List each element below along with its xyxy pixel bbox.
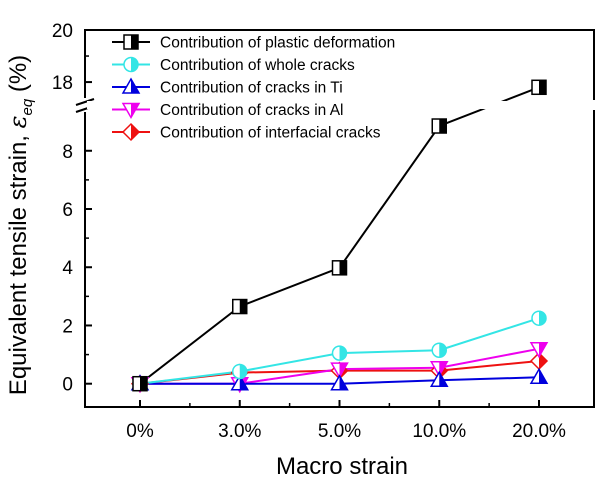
marker-fill — [339, 375, 348, 390]
y-tick-label: 2 — [62, 316, 73, 337]
legend-marker — [121, 122, 141, 142]
series-markers — [130, 79, 549, 394]
marker-fill — [131, 79, 139, 93]
marker-fill — [539, 80, 546, 95]
legend: Contribution of plastic deformation Contr… — [112, 34, 395, 142]
data-point — [429, 360, 449, 378]
legend-label: Contribution of cracks in Ti — [160, 80, 343, 97]
y-tick-label: 20 — [52, 21, 73, 42]
marker-fill — [131, 103, 139, 118]
axis-break-line-upper — [75, 98, 95, 106]
marker-fill — [239, 375, 248, 390]
x-tick-label: 20.0% — [512, 421, 566, 442]
marker-fill — [131, 35, 138, 49]
marker-fill — [239, 364, 247, 379]
marker-fill — [539, 352, 547, 369]
data-point — [431, 342, 447, 358]
marker-fill — [439, 361, 448, 376]
legend-marker — [121, 102, 141, 120]
data-point — [529, 342, 549, 359]
y-axis-label-unit: (%) — [5, 55, 32, 99]
marker-fill — [131, 57, 138, 72]
data-point — [531, 79, 547, 96]
y-axis-label-subscript: eq — [19, 98, 36, 115]
marker-fill — [239, 299, 247, 314]
data-point — [429, 370, 449, 387]
x-tick-label: 5.0% — [318, 421, 361, 442]
x-axis-label: Macro strain — [276, 453, 408, 480]
data-point — [330, 374, 349, 391]
data-point — [331, 345, 348, 361]
legend-label: Contribution of whole cracks — [160, 57, 355, 74]
legend-marker — [121, 77, 141, 94]
marker-fill — [339, 346, 347, 361]
marker-fill — [539, 311, 546, 326]
data-point — [331, 260, 348, 276]
y-tick-label: 18 — [52, 73, 73, 94]
data-point — [431, 118, 447, 134]
data-point — [132, 375, 148, 392]
data-point — [230, 374, 250, 391]
legend-label: Contribution of interfacial cracks — [160, 125, 381, 142]
marker-fill — [439, 372, 448, 387]
legend-marker — [123, 34, 139, 50]
marker-fill — [339, 260, 347, 275]
data-point — [531, 310, 547, 326]
y-tick-label: 0 — [62, 375, 73, 396]
marker-fill — [439, 119, 447, 134]
marker-fill — [339, 363, 348, 378]
marker-fill — [140, 376, 147, 391]
y-tick-label: 4 — [62, 258, 73, 279]
y-axis-label: Equivalent tensile strain, εeq (%) — [4, 55, 36, 395]
x-tick-label: 0% — [126, 421, 154, 442]
data-point — [232, 363, 248, 380]
x-tick-label: 10.0% — [412, 421, 466, 442]
break-gap-mask — [87, 101, 592, 109]
y-axis-label-main: Equivalent tensile strain, — [5, 128, 32, 395]
data-point — [529, 367, 549, 385]
marker-fill — [439, 343, 447, 358]
y-tick-label: 6 — [62, 200, 73, 221]
axis-ticks: 0 2 4 6 8 18 20 0% 3.0% 5.0% 10.0% 20.0% — [52, 21, 566, 442]
legend-label: Contribution of cracks in Al — [160, 102, 344, 119]
y-axis-label-symbol: ε — [4, 115, 32, 128]
data-point — [330, 362, 349, 379]
legend-marker — [123, 56, 139, 73]
data-point — [232, 298, 248, 315]
x-tick-label: 3.0% — [218, 421, 261, 442]
legend-label: Contribution of plastic deformation — [160, 35, 395, 52]
marker-fill — [131, 124, 139, 140]
right-axis-break-mask — [591, 100, 597, 110]
marker-fill — [539, 369, 547, 384]
y-tick-label: 8 — [62, 142, 73, 163]
